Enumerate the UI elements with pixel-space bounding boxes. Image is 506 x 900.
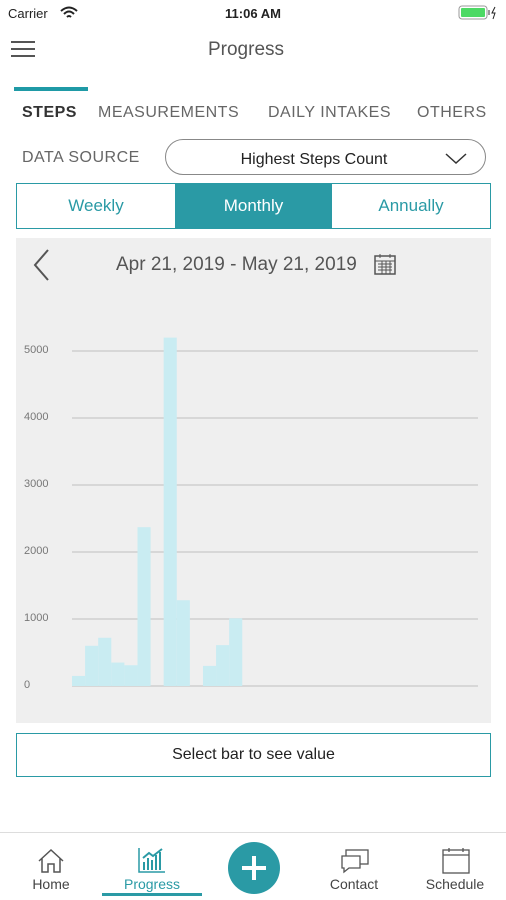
nav-item[interactable]: Home [32,876,70,892]
chevron-down [445,153,467,165]
battery-icon [458,5,496,20]
y-tick-label: 5000 [24,344,48,356]
bar [216,645,230,686]
period-control [16,183,491,229]
dropdown-value: Highest Steps Count [240,151,388,168]
tab-indicator [14,87,88,91]
bar [98,637,112,686]
page-title: Progress [207,39,285,60]
nav-item[interactable]: Schedule [425,876,485,892]
y-tick-label: 1000 [24,612,48,624]
bar [124,665,138,686]
bar [229,618,243,686]
nav-divider [0,832,506,833]
chart-panel [16,238,491,723]
carrier: Carrier [8,6,48,21]
bar [85,645,99,686]
wifi-icon [60,6,78,18]
bar [176,600,190,686]
data-source-dropdown[interactable]: Highest Steps Count [165,139,486,175]
tab[interactable]: MEASUREMENTS [98,104,240,121]
period-button[interactable]: Monthly [175,184,332,228]
bar [163,337,177,686]
nav-item[interactable]: Contact [329,876,379,892]
y-tick-label: 0 [24,679,30,691]
y-tick-label: 2000 [24,545,48,557]
prev-button[interactable] [30,248,54,282]
date-range: Apr 21, 2019 - May 21, 2019 [116,254,357,275]
nav-item[interactable]: Progress [123,876,181,892]
calendar-icon[interactable] [374,253,396,275]
add-button[interactable] [227,841,281,895]
bar [72,675,86,686]
hint-button[interactable]: Select bar to see value [16,733,491,777]
home-icon [38,848,64,873]
contact-icon [341,849,369,874]
data-source-label: DATA SOURCE [22,149,140,166]
bar [137,527,151,686]
nav-indicator [102,893,202,896]
bar [202,665,217,686]
chart: 0 1000 2000 3000 4000 5000 [24,337,478,691]
period-button[interactable]: Annually [378,196,444,215]
y-tick-label: 3000 [24,478,48,490]
tab[interactable]: DAILY INTAKES [268,104,391,121]
tab[interactable]: OTHERS [417,104,487,121]
tab[interactable]: STEPS [22,104,77,121]
menu-button[interactable] [11,40,35,58]
progress-icon [138,848,165,873]
time: 11:06 AM [225,6,281,21]
bar [111,662,125,686]
schedule-icon [442,848,470,874]
y-tick-label: 4000 [24,411,48,423]
period-button[interactable]: Weekly [68,196,124,215]
